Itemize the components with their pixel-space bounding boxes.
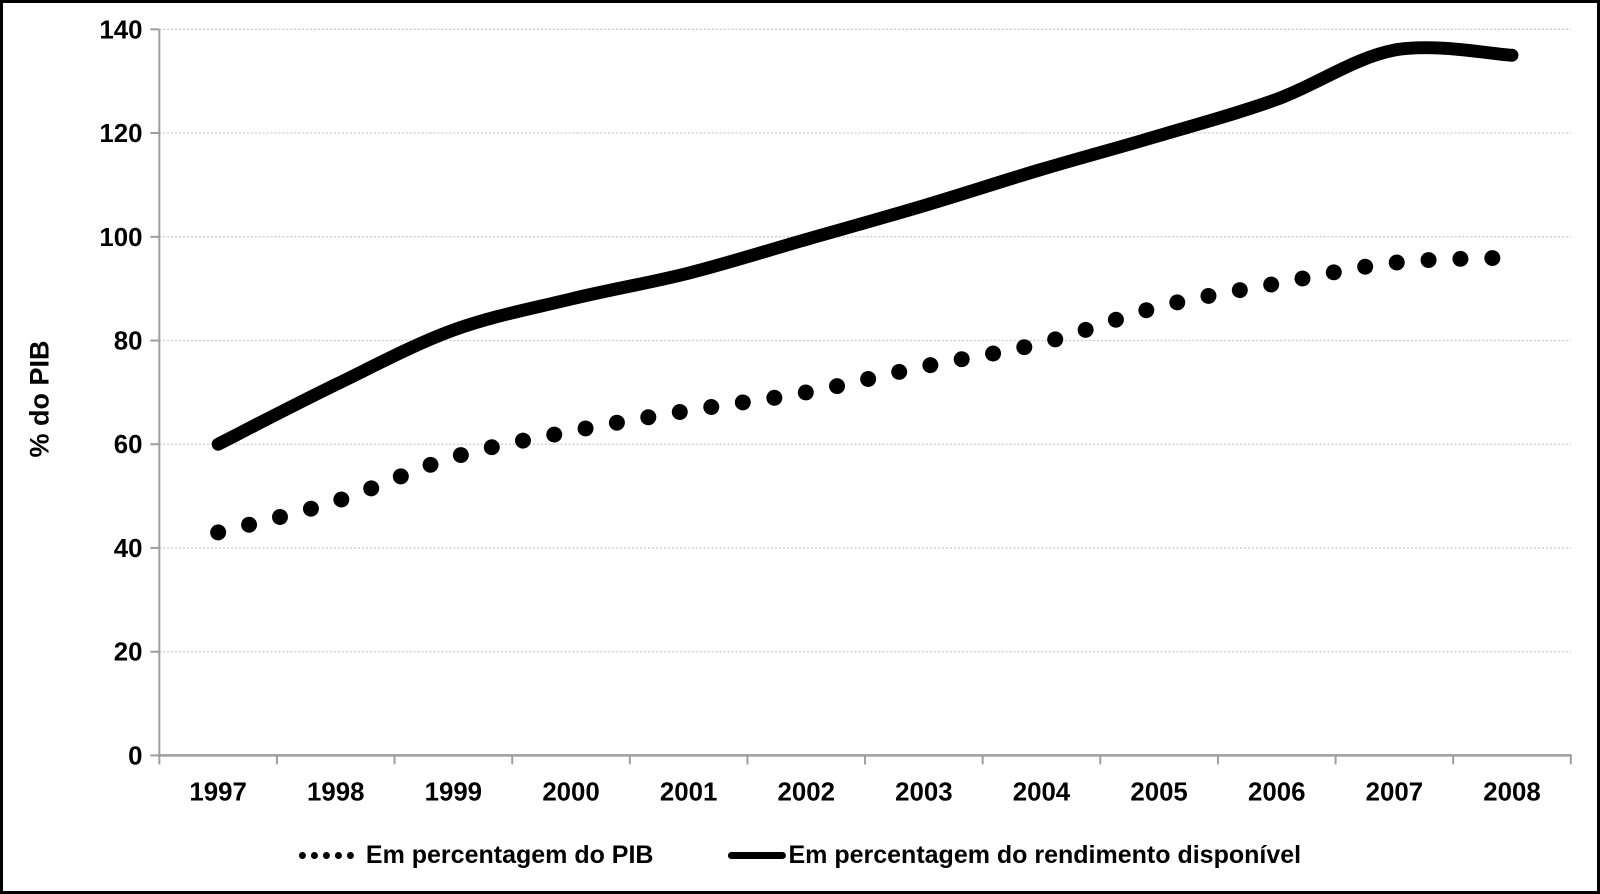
svg-text:0: 0: [128, 742, 142, 770]
legend-label-rendimento: Em percentagem do rendimento disponível: [788, 841, 1302, 869]
svg-text:120: 120: [99, 120, 142, 148]
svg-text:2003: 2003: [895, 779, 952, 807]
svg-text:2000: 2000: [542, 779, 599, 807]
chart-canvas: 0 20 40 60 80 100 120 140 1997 1998 1999 2000 2001 20…: [99, 16, 1572, 807]
svg-text:2004: 2004: [1013, 779, 1071, 807]
svg-text:100: 100: [99, 224, 142, 252]
svg-text:140: 140: [99, 16, 142, 44]
svg-text:1997: 1997: [189, 779, 246, 807]
svg-text:2001: 2001: [660, 779, 717, 807]
svg-text:2002: 2002: [778, 779, 835, 807]
legend: Em percentagem do PIB Em percentagem do …: [298, 841, 1301, 870]
svg-text:1998: 1998: [307, 779, 364, 807]
svg-text:80: 80: [114, 327, 143, 355]
legend-dot: [310, 852, 318, 859]
y-axis-title: % do PIB: [24, 340, 55, 458]
svg-text:1999: 1999: [425, 779, 482, 807]
svg-text:2005: 2005: [1130, 779, 1187, 807]
legend-item-pib: Em percentagem do PIB: [298, 841, 654, 870]
solid-line-sample: [727, 852, 786, 859]
svg-text:60: 60: [114, 431, 143, 459]
svg-text:20: 20: [114, 639, 143, 667]
legend-dot: [346, 852, 354, 859]
svg-text:2008: 2008: [1483, 779, 1540, 807]
legend-dot: [298, 852, 306, 859]
legend-dot: [334, 852, 342, 859]
svg-text:2007: 2007: [1366, 779, 1423, 807]
svg-text:40: 40: [114, 535, 143, 563]
legend-item-rendimento: Em percentagem do rendimento disponível: [727, 841, 1301, 870]
svg-text:2006: 2006: [1248, 779, 1305, 807]
legend-dot: [322, 852, 330, 859]
legend-label-pib: Em percentagem do PIB: [365, 841, 654, 869]
dotted-line-sample: [298, 852, 354, 859]
